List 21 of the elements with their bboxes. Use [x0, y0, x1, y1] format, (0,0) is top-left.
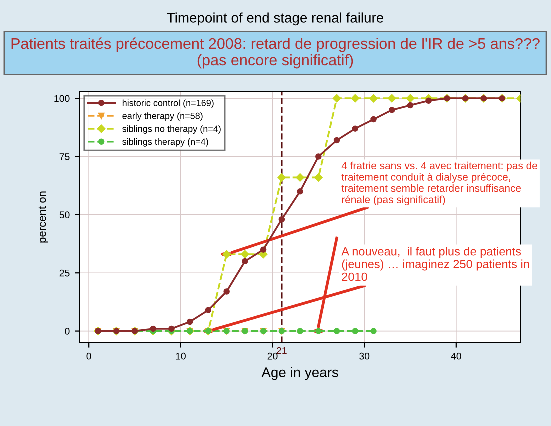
legend-label: historic control (n=169): [122, 100, 214, 108]
annotation: A nouveau, il faut plus de patients (jeunes) … imaginez 250 patients in 2010: [342, 247, 530, 282]
chart-title: Timepoint of end stage renal failure: [167, 12, 384, 26]
x-tick-label: 0: [86, 352, 92, 360]
x-tick-label: 40: [451, 352, 462, 360]
x-tick-label: 20: [268, 352, 278, 360]
x-tick-label: 10: [176, 352, 186, 360]
legend-label: siblings therapy (n=4): [122, 138, 208, 147]
annotation: 4 fratrie sans vs. 4 avec traitement: pas de traitement conduit à dialyse précoce, traitement semble retarder insuffisance rénale (pas significatif): [342, 162, 538, 206]
y-axis-title: percent on: [38, 192, 48, 243]
legend-label: siblings no therapy (n=4): [122, 126, 221, 134]
legend-label: early therapy (n=58): [122, 112, 203, 122]
x-tick-label: 30: [360, 352, 370, 360]
y-tick-label: 0: [65, 328, 70, 335]
x-axis-title: Age in years: [262, 367, 338, 380]
y-tick-label: 100: [54, 95, 70, 102]
ref-line-label: 21: [277, 347, 287, 354]
y-tick-label: 50: [60, 212, 70, 219]
text: Patients traités précocement 2008: retard de progression de l'IR de >5 ans??? (pas encore significatif): [12, 38, 540, 69]
y-tick-label: 75: [60, 154, 70, 160]
y-tick-label: 25: [60, 270, 70, 277]
